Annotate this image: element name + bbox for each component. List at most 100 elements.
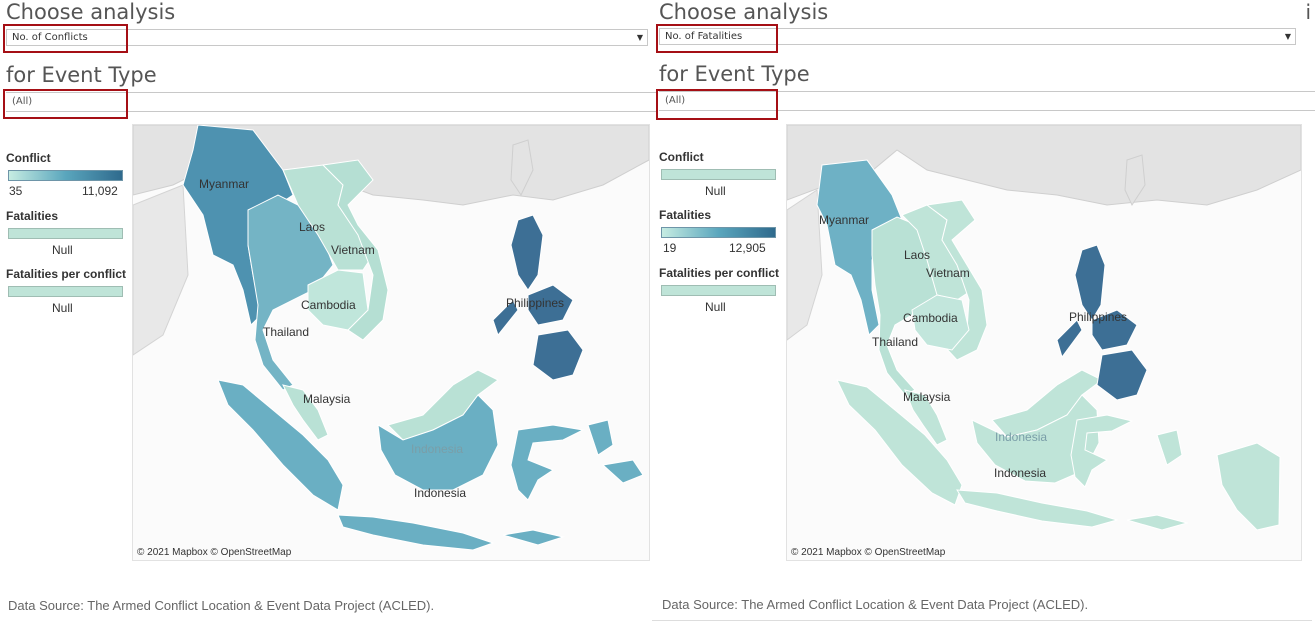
legend-fpc-null: Null (705, 300, 726, 314)
event-type-heading: for Event Type (659, 62, 810, 86)
map-label-indonesia-borneo: Indonesia (411, 442, 464, 456)
data-source-text: Data Source: The Armed Conflict Location… (8, 598, 435, 613)
india-land (787, 189, 823, 341)
conflict-map[interactable]: Myanmar Laos Vietnam Cambodia Thailand P… (132, 124, 650, 561)
legend-fatalities-min: 19 (663, 241, 677, 255)
analysis-highlight-box (656, 24, 778, 53)
legend-fpc-null-bar (661, 285, 776, 296)
map-label-philippines: Philippines (506, 296, 565, 310)
kalimantan-region[interactable] (377, 394, 499, 491)
mindanao-region[interactable] (532, 329, 584, 381)
legend-conflict-title: Conflict (659, 150, 704, 164)
analysis-dropdown[interactable]: No. of Fatalities ▼ (659, 28, 1296, 45)
legend-fatalities-null: Null (52, 243, 73, 257)
cambodia-region[interactable] (911, 294, 970, 351)
event-type-heading: for Event Type (6, 63, 157, 87)
sumatra-region[interactable] (836, 379, 963, 506)
legend-conflict-max: 11,092 (82, 184, 118, 198)
map-label-laos: Laos (904, 248, 931, 262)
event-type-highlight-box (656, 89, 778, 120)
choose-analysis-heading: Choose analysis (659, 0, 829, 24)
analysis-dropdown-value: No. of Fatalities (665, 31, 743, 42)
info-icon[interactable]: i (1305, 0, 1311, 24)
java-region[interactable] (337, 514, 495, 551)
legend-conflict-min: 35 (9, 184, 23, 198)
taiwan-land (510, 139, 534, 197)
eastern-islands-region[interactable] (601, 459, 644, 484)
legend-fatalities-null-bar (8, 228, 123, 239)
legend-fpc-null-bar (8, 286, 123, 297)
malaysia-peninsula-region[interactable] (904, 389, 948, 446)
legend-fpc-title: Fatalities per conflict (659, 266, 780, 280)
map-label-philippines: Philippines (1069, 310, 1128, 324)
legend-fpc-title: Fatalities per conflict (6, 267, 127, 281)
map-label-indonesia: Indonesia (414, 486, 467, 500)
chevron-down-icon: ▼ (636, 33, 643, 42)
legend-fatalities-title: Fatalities (659, 208, 712, 222)
papua-region[interactable] (1216, 442, 1281, 531)
legend-conflict-null-bar (661, 169, 776, 180)
palawan-region[interactable] (492, 299, 519, 337)
map-label-myanmar: Myanmar (819, 213, 870, 227)
legend-fatalities-gradient (661, 227, 776, 238)
taiwan-land (1124, 154, 1146, 207)
vietnam-region[interactable] (321, 159, 389, 341)
chevron-down-icon: ▼ (1284, 32, 1291, 41)
mindanao-region[interactable] (1096, 349, 1148, 401)
luzon-region[interactable] (1074, 244, 1106, 321)
right-dashboard-panel: Choose analysis i No. of Fatalities ▼ fo… (655, 0, 1315, 627)
map-attribution[interactable]: © 2021 Mapbox © OpenStreetMap (791, 547, 946, 558)
legend-conflict-null: Null (705, 184, 726, 198)
data-source-text: Data Source: The Armed Conflict Location… (662, 597, 1089, 612)
maluku-region[interactable] (1156, 429, 1183, 466)
kalimantan-region[interactable] (971, 394, 1100, 484)
luzon-region[interactable] (510, 214, 544, 291)
map-label-indonesia-borneo: Indonesia (995, 430, 1048, 444)
event-type-highlight-box (3, 89, 128, 119)
event-type-filter-value: (All) (12, 96, 33, 107)
map-attribution[interactable]: © 2021 Mapbox © OpenStreetMap (137, 547, 292, 558)
choose-analysis-heading: Choose analysis (6, 0, 176, 24)
map-label-laos: Laos (299, 220, 326, 234)
vietnam-region[interactable] (925, 199, 988, 361)
event-type-filter-value: (All) (665, 95, 686, 106)
event-type-filter[interactable]: (All) (6, 92, 656, 112)
palawan-region[interactable] (1056, 319, 1083, 359)
map-label-thailand: Thailand (263, 325, 310, 339)
fatalities-map[interactable]: Myanmar Laos Vietnam Cambodia Thailand P… (786, 124, 1302, 561)
map-label-malaysia: Malaysia (903, 390, 951, 404)
sulawesi-region[interactable] (510, 424, 585, 501)
legend-fatalities-max: 12,905 (729, 241, 766, 255)
bottom-divider (652, 620, 1312, 621)
left-dashboard-panel: Choose analysis No. of Conflicts ▼ for E… (0, 0, 656, 627)
visayas-region[interactable] (1091, 309, 1138, 351)
map-label-thailand: Thailand (872, 335, 919, 349)
legend-conflict-title: Conflict (6, 151, 51, 165)
map-label-indonesia: Indonesia (994, 466, 1047, 480)
map-label-malaysia: Malaysia (303, 392, 351, 406)
event-type-filter[interactable]: (All) (659, 91, 1315, 111)
visayas-region[interactable] (527, 284, 574, 326)
legend-conflict-gradient (8, 170, 123, 181)
map-label-myanmar: Myanmar (199, 177, 250, 191)
analysis-dropdown-value: No. of Conflicts (12, 32, 88, 43)
malaysia-peninsula-region[interactable] (282, 384, 329, 441)
sumatra-region[interactable] (217, 379, 344, 511)
java-region[interactable] (956, 489, 1119, 528)
legend-fatalities-title: Fatalities (6, 209, 59, 223)
sulawesi-region[interactable] (1070, 414, 1134, 488)
nusa-tenggara-region[interactable] (1126, 514, 1189, 531)
map-canvas (787, 125, 1301, 531)
legend-fpc-null: Null (52, 301, 73, 315)
map-label-vietnam: Vietnam (926, 266, 970, 280)
cambodia-region[interactable] (307, 269, 369, 331)
map-label-vietnam: Vietnam (331, 243, 375, 257)
analysis-dropdown[interactable]: No. of Conflicts ▼ (6, 29, 648, 46)
maluku-region[interactable] (587, 419, 614, 456)
nusa-tenggara-region[interactable] (502, 529, 565, 546)
map-label-cambodia: Cambodia (301, 298, 356, 312)
map-label-cambodia: Cambodia (903, 311, 958, 325)
myanmar-region[interactable] (816, 159, 903, 336)
map-canvas (133, 125, 649, 551)
analysis-highlight-box (3, 24, 128, 53)
